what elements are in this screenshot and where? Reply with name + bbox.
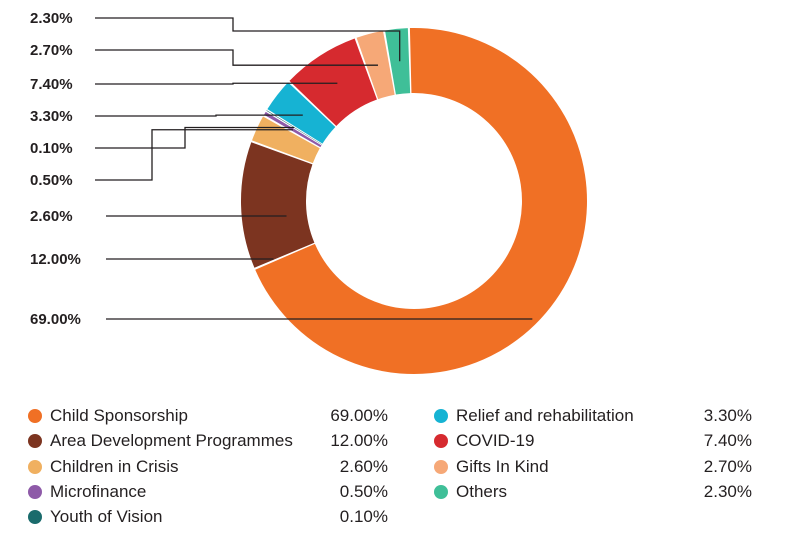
slice-children-in-crisis [251,116,320,164]
slice-others [385,28,411,95]
slice-child-sponsorship [255,28,588,375]
legend-item-covid-19: COVID-19 [434,429,534,453]
legend-swatch [434,484,448,499]
legend-value-others: 2.30% [703,481,752,501]
legend-value-relief-and-rehabilitation: 3.30% [703,406,752,425]
legend-label: Youth of Vision [50,507,163,527]
data-label-covid-19: 7.40% [30,76,73,93]
legend-value-youth-of-vision: 0.10% [339,507,388,527]
leader-line-gifts-in-kind [95,49,378,66]
legend-label: Children in Crisis [50,456,179,476]
legend-item-youth-of-vision: Youth of Vision [28,505,162,529]
legend-swatch [434,409,448,423]
legend-item-area-development-programmes: Area Development Programmes [28,429,293,453]
legend-label: Child Sponsorship [50,406,188,425]
leader-line-youth-of-vision [95,126,295,149]
data-label-others: 2.30% [30,10,73,27]
leader-line-covid-19 [95,82,338,85]
data-label-child-sponsorship: 69.00% [30,311,81,328]
donut-chart: 69.00% 12.00% 2.60% 0.50% 0.10% 3.30% 7.40% 2.7… [30,10,588,375]
legend-value-microfinance: 0.50% [339,481,388,501]
legend-item-gifts-in-kind: Gifts In Kind [434,455,549,479]
slice-covid-19 [289,38,377,127]
legend-swatch [28,434,42,449]
legend-item-microfinance: Microfinance [28,480,146,504]
legend-label: Relief and rehabilitation [456,406,634,425]
data-label-microfinance: 0.50% [30,172,73,189]
leader-line-others [95,17,401,62]
legend-item-relief-and-rehabilitation: Relief and rehabilitation [434,404,634,428]
legend-label: Area Development Programmes [50,431,293,451]
legend-label: Gifts In Kind [456,456,549,476]
data-label-relief-and-rehabilitation: 3.30% [30,108,73,125]
legend-value-covid-19: 7.40% [703,431,752,451]
data-label-gifts-in-kind: 2.70% [30,42,73,59]
legend-value-children-in-crisis: 2.60% [339,456,388,476]
legend-item-children-in-crisis: Children in Crisis [28,455,178,479]
slice-relief-and-rehabilitation [267,82,336,144]
legend-value-child-sponsorship: 69.00% [330,406,388,425]
legend-swatch [28,484,42,499]
data-label-area-development-programmes: 12.00% [30,251,81,268]
legend-value-area-development-programmes: 12.00% [330,431,388,451]
legend-label: Microfinance [50,481,147,501]
legend-value-gifts-in-kind: 2.70% [703,456,752,476]
legend-item-others: Others [434,480,507,504]
legend-item-child-sponsorship: Child Sponsorship [28,404,188,428]
legend-label: Others [456,481,508,501]
legend-swatch [28,510,42,525]
slice-area-development-programmes [241,142,315,268]
legend-swatch [434,434,448,449]
leader-line-relief-and-rehabilitation [95,114,303,117]
leader-line-microfinance [95,129,293,181]
chart-legend: Child Sponsorship 69.00% Area Development … [0,402,790,537]
legend-label: COVID-19 [456,431,535,451]
data-label-youth-of-vision: 0.10% [30,140,73,157]
legend-swatch [28,409,42,423]
legend-swatch [434,459,448,474]
data-label-children-in-crisis: 2.60% [30,208,73,225]
legend-swatch [28,459,42,474]
